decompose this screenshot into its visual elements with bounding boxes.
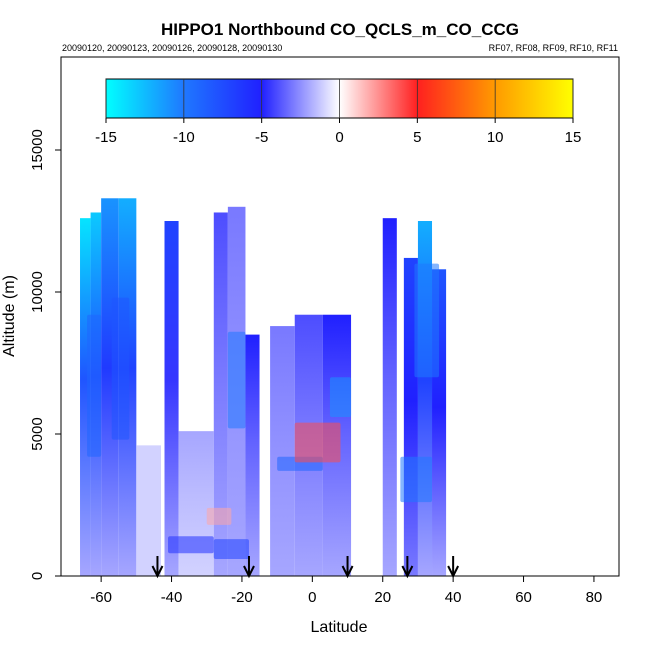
heatmap-region bbox=[178, 431, 214, 576]
plot-frame bbox=[60, 56, 620, 577]
chart-subtitle-dates: 20090120, 20090123, 20090126, 20090128, … bbox=[62, 43, 282, 53]
y-tick-label: 5000 bbox=[29, 417, 46, 450]
heatmap-feature bbox=[227, 331, 246, 429]
colorbar: -15 -10 -5 0 5 10 15 bbox=[95, 78, 582, 146]
heatmap-region bbox=[80, 218, 91, 576]
heatmap-region bbox=[245, 334, 260, 576]
heatmap-region bbox=[213, 212, 228, 576]
colorbar-tick-label: 15 bbox=[565, 129, 582, 146]
colorbar-tick-label: -10 bbox=[173, 129, 195, 146]
heatmap-features bbox=[87, 263, 440, 559]
heatmap-feature bbox=[400, 456, 433, 503]
colorbar-tick-label: 10 bbox=[487, 129, 504, 146]
heatmap-area bbox=[80, 198, 447, 576]
x-tick-label: -20 bbox=[231, 589, 253, 606]
heatmap-feature bbox=[213, 539, 249, 559]
y-tick-label: 0 bbox=[29, 572, 46, 580]
heatmap-region bbox=[101, 198, 119, 576]
chart-subtitle-flights: RF07, RF08, RF09, RF10, RF11 bbox=[489, 43, 618, 53]
x-tick-label: 40 bbox=[445, 589, 462, 606]
heatmap-region bbox=[270, 326, 295, 576]
y-tick-label: 15000 bbox=[29, 129, 46, 171]
x-tick-label: 20 bbox=[374, 589, 391, 606]
heatmap-feature bbox=[329, 377, 352, 417]
x-tick-label: -40 bbox=[161, 589, 183, 606]
y-axis: 0 5000 10000 15000 bbox=[29, 129, 61, 580]
heatmap-feature bbox=[168, 536, 214, 554]
colorbar-tick-label: 5 bbox=[413, 129, 421, 146]
heatmap-feature bbox=[414, 263, 440, 378]
colorbar-tick-label: -5 bbox=[255, 129, 268, 146]
heatmap-feature bbox=[87, 314, 102, 457]
x-tick-label: 0 bbox=[308, 589, 316, 606]
y-tick-label: 10000 bbox=[29, 271, 46, 313]
x-tick-label: 60 bbox=[515, 589, 532, 606]
colorbar-tick-label: -15 bbox=[95, 129, 117, 146]
heatmap-region bbox=[136, 445, 161, 576]
heatmap-feature bbox=[294, 422, 341, 463]
heatmap-feature bbox=[111, 297, 130, 440]
colorbar-tick-label: 0 bbox=[335, 129, 343, 146]
y-axis-label: Altitude (m) bbox=[1, 275, 18, 357]
x-tick-label: -60 bbox=[90, 589, 112, 606]
heatmap-region bbox=[164, 221, 179, 576]
chart-title: HIPPO1 Northbound CO_QCLS_m_CO_CCG bbox=[161, 20, 519, 39]
x-axis-label: Latitude bbox=[311, 619, 368, 636]
x-axis: -60 -40 -20 0 20 40 60 80 bbox=[90, 576, 602, 606]
heatmap-region bbox=[382, 218, 397, 576]
heatmap-feature bbox=[206, 507, 232, 525]
x-tick-label: 80 bbox=[586, 589, 603, 606]
